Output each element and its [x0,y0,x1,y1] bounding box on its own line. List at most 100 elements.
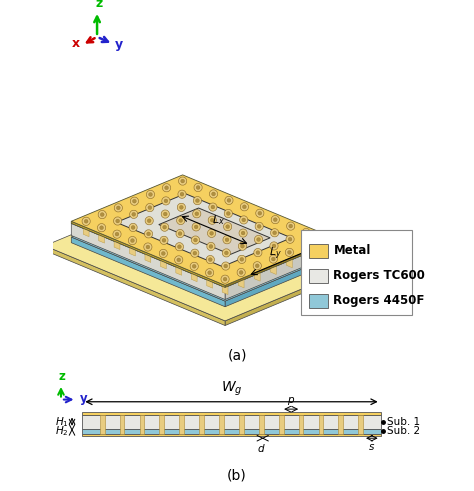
Ellipse shape [160,236,168,245]
Ellipse shape [238,242,246,250]
Ellipse shape [286,249,292,255]
Ellipse shape [255,249,261,256]
Ellipse shape [223,277,227,281]
Ellipse shape [318,235,326,243]
Ellipse shape [227,212,230,215]
Ellipse shape [83,218,89,224]
Ellipse shape [304,231,308,234]
Ellipse shape [288,223,294,229]
Polygon shape [45,189,363,321]
Ellipse shape [196,186,200,190]
Ellipse shape [146,232,150,236]
Ellipse shape [180,205,183,209]
Ellipse shape [239,229,247,237]
Ellipse shape [240,216,248,224]
Ellipse shape [180,192,184,196]
Ellipse shape [206,269,214,277]
Ellipse shape [224,264,228,268]
Ellipse shape [131,198,137,204]
Polygon shape [131,213,137,230]
Ellipse shape [192,237,199,243]
Ellipse shape [209,245,213,248]
Ellipse shape [240,245,244,248]
Polygon shape [163,200,169,217]
Ellipse shape [115,218,121,224]
Ellipse shape [164,199,168,203]
Ellipse shape [191,236,200,244]
Text: $p$: $p$ [287,395,295,407]
Ellipse shape [302,228,310,237]
Ellipse shape [194,197,201,204]
Ellipse shape [240,230,246,236]
Ellipse shape [196,199,200,202]
Polygon shape [225,255,337,307]
Polygon shape [194,199,201,216]
Ellipse shape [192,223,200,231]
Ellipse shape [178,245,181,248]
Polygon shape [114,233,120,249]
Ellipse shape [226,225,229,228]
Ellipse shape [146,191,155,198]
Ellipse shape [209,258,212,261]
Ellipse shape [302,243,309,249]
Text: z: z [95,0,102,10]
Text: Metal: Metal [334,245,371,257]
Ellipse shape [98,223,106,232]
Text: $H_1$: $H_1$ [55,415,69,429]
Ellipse shape [115,232,119,236]
Ellipse shape [240,257,244,261]
Ellipse shape [193,251,197,255]
Ellipse shape [146,246,150,249]
Polygon shape [71,237,225,307]
Bar [140,414,145,434]
Ellipse shape [255,264,259,268]
Ellipse shape [209,217,215,223]
Ellipse shape [256,238,260,242]
Text: y: y [115,38,123,51]
Ellipse shape [130,197,138,205]
Ellipse shape [162,252,165,255]
Ellipse shape [272,257,275,261]
Ellipse shape [162,251,165,255]
Ellipse shape [117,206,120,210]
Ellipse shape [180,192,184,196]
Polygon shape [192,252,198,269]
Ellipse shape [319,237,323,241]
Polygon shape [225,264,363,326]
Bar [82,412,381,414]
Ellipse shape [272,230,278,236]
Ellipse shape [287,222,295,230]
Ellipse shape [256,251,260,254]
Ellipse shape [98,211,106,218]
Ellipse shape [211,192,215,196]
Ellipse shape [258,212,262,215]
Ellipse shape [146,203,154,212]
Ellipse shape [304,244,308,247]
Ellipse shape [238,269,244,275]
Ellipse shape [287,236,293,243]
Ellipse shape [273,218,277,221]
Polygon shape [71,221,225,287]
Ellipse shape [211,205,215,209]
Ellipse shape [177,217,185,224]
Ellipse shape [176,229,184,238]
Ellipse shape [240,203,248,211]
Ellipse shape [225,238,229,242]
Ellipse shape [254,263,260,269]
Ellipse shape [147,232,150,236]
Ellipse shape [193,196,201,205]
Ellipse shape [180,206,183,209]
Ellipse shape [255,235,263,244]
Text: Rogers 4450F: Rogers 4450F [334,295,425,307]
Ellipse shape [129,238,136,244]
Ellipse shape [146,204,153,211]
Ellipse shape [146,245,150,249]
Ellipse shape [273,231,276,235]
Polygon shape [162,226,167,243]
Ellipse shape [258,211,262,215]
Polygon shape [115,220,120,236]
Ellipse shape [271,243,277,249]
Ellipse shape [206,255,214,264]
Ellipse shape [176,244,182,250]
Ellipse shape [208,229,216,238]
